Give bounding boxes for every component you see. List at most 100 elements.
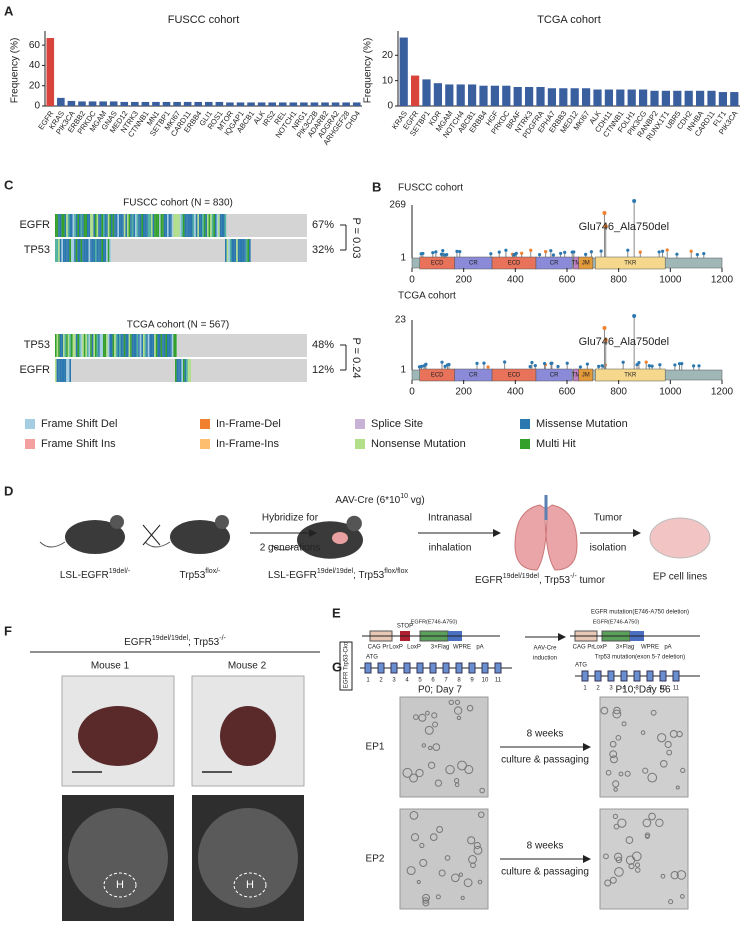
mutation-stripe: [58, 214, 60, 237]
cell: [427, 761, 436, 770]
mutation-stripe: [234, 239, 237, 262]
chart-title: FUSCC cohort: [168, 14, 240, 26]
lollipop: [431, 251, 435, 255]
bar: [456, 84, 465, 106]
mutation-stripe: [170, 334, 172, 357]
mutation-stripe: [208, 214, 211, 237]
bar: [479, 85, 488, 106]
legend-swatch: [355, 419, 365, 429]
bar: [204, 101, 213, 106]
mutation-stripe: [93, 214, 95, 237]
mutation-stripe: [236, 239, 238, 262]
mutation-stripe: [55, 334, 57, 357]
loxp-label: LoxP: [407, 645, 421, 651]
mutation-stripe: [146, 334, 148, 357]
mutation-stripe: [216, 214, 219, 237]
mouse: [65, 520, 125, 554]
bar: [46, 38, 55, 106]
panel-label: C: [4, 177, 14, 192]
p-value: P = 0.03: [350, 217, 362, 258]
bar: [730, 92, 739, 106]
mutation-stripe: [95, 214, 97, 237]
mutation-stripe: [88, 334, 91, 357]
cell: [421, 743, 427, 748]
mutation-stripe: [91, 214, 94, 237]
lollipop: [556, 364, 560, 369]
ct-body: [198, 808, 298, 908]
y-tick-label: 0: [387, 101, 393, 112]
cell: [413, 714, 419, 720]
heart-outline: [233, 872, 267, 898]
exon-label: 10: [660, 686, 667, 692]
loxp-label: LoxP: [593, 645, 607, 651]
mutation-stripe: [55, 214, 57, 237]
mutation-stripe: [178, 214, 180, 237]
mutation-stripe: [67, 239, 70, 262]
dish: [649, 517, 711, 559]
lollipop: [528, 364, 532, 369]
mutation-stripe: [181, 214, 183, 237]
cell: [415, 768, 424, 778]
lollipop: [497, 250, 501, 254]
lollipop: [603, 224, 608, 229]
mutation-stripe: [141, 214, 143, 237]
plot-title: TCGA cohort: [398, 291, 456, 302]
mutation-stripe: [160, 334, 163, 357]
cell: [609, 740, 617, 748]
mutation-stripe: [71, 334, 73, 357]
mutation-stripe: [90, 334, 92, 357]
y-tick-label: 10: [382, 75, 394, 86]
cell: [457, 760, 467, 771]
y-tick-label: 20: [382, 50, 394, 61]
mutation-stripe: [95, 334, 97, 357]
cell: [650, 709, 657, 716]
mutation-stripe: [77, 334, 79, 357]
lollipop: [455, 249, 459, 253]
mutation-stripe: [87, 334, 89, 357]
rich-label: EGFR19del/19del; Trp53-/-: [124, 635, 226, 647]
lollipop: [599, 249, 603, 253]
mutation-stripe: [69, 239, 71, 262]
mutation-stripe: [109, 214, 111, 237]
mutation-stripe: [115, 334, 118, 357]
lollipop: [482, 361, 486, 365]
mutation-stripe: [104, 239, 107, 262]
lollipop: [677, 362, 682, 366]
line-label: EP1: [366, 742, 385, 753]
mutation-stripe: [107, 239, 110, 262]
bar: [152, 101, 160, 106]
mutation-stripe: [115, 214, 118, 237]
mutation-stripe: [147, 334, 150, 357]
cell: [451, 873, 460, 883]
mutation-stripe: [176, 359, 179, 382]
lollipop: [675, 252, 679, 256]
x-tick-label: 0: [409, 387, 415, 398]
mutation-stripe: [74, 334, 76, 357]
label-part: , Trp53: [539, 575, 571, 586]
mouse-ear: [215, 515, 229, 529]
mutation-stripe: [98, 214, 100, 237]
mutation-stripe: [144, 334, 147, 357]
lollipop: [632, 199, 637, 203]
cell: [463, 878, 473, 888]
mutation-stripe: [125, 334, 127, 357]
cell: [680, 767, 686, 774]
mutation-stripe: [152, 334, 155, 357]
exon-label: 3: [392, 678, 396, 684]
exon: [377, 662, 385, 674]
lollipop: [503, 360, 507, 364]
domain: [578, 256, 594, 270]
label-part: flox/-: [205, 568, 221, 575]
mutation-stripe: [122, 334, 124, 357]
mutation-stripe: [101, 214, 103, 237]
mutation-stripe: [170, 214, 172, 237]
mouse-tail: [271, 544, 298, 551]
mutation-stripe: [79, 214, 81, 237]
x-tick-label: 1000: [659, 275, 682, 286]
mutation-stripe: [130, 334, 132, 357]
egfr-label: EGFR(E746-A750): [411, 619, 458, 625]
lollipop: [529, 248, 533, 252]
cell: [648, 812, 656, 821]
cell: [676, 730, 683, 738]
mutation-stripe: [67, 359, 70, 382]
